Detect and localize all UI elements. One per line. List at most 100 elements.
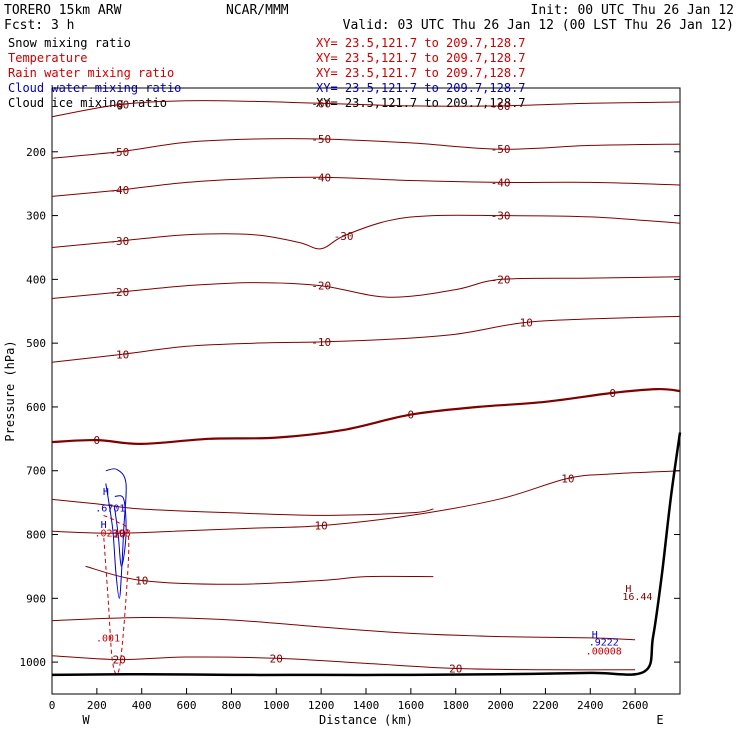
chart-annotation: H	[101, 520, 107, 531]
header-org: NCAR/MMM	[226, 3, 289, 18]
x-tick-label: 2200	[532, 699, 559, 712]
isotherm-line	[51, 214, 681, 250]
cloud-rain-contours	[103, 468, 130, 675]
isotherm-line	[51, 138, 681, 159]
isotherm-label: -40	[311, 171, 331, 184]
isotherm-label: 20	[449, 662, 462, 675]
terrain-line	[51, 432, 682, 677]
extra-isotherms: 10	[51, 498, 636, 641]
y-axis-label: Pressure (hPa)	[3, 340, 17, 441]
isotherm-line	[51, 176, 681, 197]
y-tick-label: 600	[26, 401, 46, 414]
isotherm-label: -60	[311, 97, 331, 110]
x-tick-label: 2000	[487, 699, 514, 712]
y-tick-label: 500	[26, 337, 46, 350]
x-axis-ticks: 0 200 400 600 800 1000 1200 1400 1600 1800 2000 220…	[49, 688, 649, 712]
isotherm-line	[51, 655, 636, 671]
x-tick-label: 600	[177, 699, 197, 712]
chart-annotation: .02398	[94, 528, 130, 539]
isotherm-label: -30	[491, 210, 511, 223]
y-tick-label: 300	[26, 210, 46, 223]
x-tick-label: 1000	[263, 699, 290, 712]
isotherm-line	[51, 100, 681, 118]
y-tick-label: 900	[26, 592, 46, 605]
isotherm-label: 10	[315, 520, 328, 533]
isotherm-label: 10	[561, 472, 574, 485]
chart-annotation: H	[103, 487, 109, 498]
header-valid: Valid: 03 UTC Thu 26 Jan 12 (00 LST Thu …	[343, 18, 734, 33]
chart-annotation: .6701	[95, 504, 125, 515]
x-tick-label: 2400	[577, 699, 604, 712]
isotherm-label: -20	[491, 273, 511, 286]
x-tick-label: 1400	[353, 699, 380, 712]
chart-annotation: .00008	[586, 646, 622, 657]
chart-annotation: H	[625, 584, 631, 595]
isotherm-label: -40	[491, 176, 511, 189]
isotherm-label: -10	[109, 349, 129, 362]
isotherm-label: -50	[109, 146, 129, 159]
isotherm-line	[51, 470, 681, 534]
y-tick-label: 200	[26, 146, 46, 159]
chart-annotation: .9222	[589, 638, 619, 649]
isotherm-label: 20	[270, 652, 283, 665]
isotherm-line	[51, 616, 636, 641]
isotherm-label: -50	[311, 133, 331, 146]
isotherm-line	[51, 387, 681, 446]
isotherm-label: 0	[94, 434, 101, 447]
y-tick-label: 800	[26, 529, 46, 542]
isotherm-line	[85, 565, 434, 585]
x-tick-label: 1800	[442, 699, 469, 712]
x-tick-label: 1200	[308, 699, 335, 712]
temperature-contours: -60 -60 -60 -50 -50 -50 -40 -40 -40 -30 -30 -30 -20 -…	[51, 97, 681, 675]
isotherm-label: 20	[113, 654, 126, 667]
x-axis-left-end: W	[82, 713, 90, 727]
header-model: TORERO 15km ARW	[4, 3, 122, 18]
chart-annotation: 16.44	[622, 592, 652, 603]
cloud-water-contour	[114, 495, 127, 567]
rain-water-contour	[103, 514, 130, 675]
field-xy: XY= 23.5,121.7 to 209.7,128.7	[316, 36, 526, 50]
y-tick-label: 700	[26, 465, 46, 478]
field-name: Snow mixing ratio	[8, 36, 131, 50]
field-name: Temperature	[8, 51, 87, 65]
isotherm-label: -10	[513, 317, 533, 330]
chart-annotation: .001	[96, 634, 120, 645]
field-legend: Snow mixing ratio XY= 23.5,121.7 to 209.…	[8, 36, 526, 110]
isotherm-label: -60	[491, 100, 511, 113]
x-tick-label: 200	[87, 699, 107, 712]
isotherm-label: -60	[109, 99, 129, 112]
field-name: Cloud ice mixing ratio	[8, 96, 167, 110]
isotherm-label: -20	[311, 280, 331, 293]
isotherm-label: -40	[109, 184, 129, 197]
isotherm-label: 0	[609, 387, 616, 400]
y-tick-label: 1000	[20, 656, 47, 669]
isotherm-label: 10	[113, 527, 126, 540]
isotherm-line	[51, 315, 681, 363]
isotherm-line	[51, 276, 681, 299]
x-tick-label: 1600	[398, 699, 425, 712]
isotherm-label: -10	[311, 336, 331, 349]
isotherm-label: -30	[334, 230, 354, 243]
field-xy: XY= 23.5,121.7 to 209.7,128.7	[316, 51, 526, 65]
isotherm-line	[51, 498, 434, 516]
terrain-profile	[51, 432, 682, 677]
x-axis-right-end: E	[656, 713, 663, 727]
chart-annotation: H	[592, 630, 598, 641]
field-name: Rain water mixing ratio	[8, 66, 174, 80]
isotherm-label: 0	[408, 409, 415, 422]
y-tick-label: 400	[26, 273, 46, 286]
header-forecast: Fcst: 3 h	[4, 18, 74, 33]
x-tick-label: 400	[132, 699, 152, 712]
isotherm-label: 10	[135, 574, 148, 587]
field-xy: XY= 23.5,121.7 to 209.7,128.7	[316, 66, 526, 80]
x-tick-label: 800	[221, 699, 241, 712]
isotherm-label: -30	[109, 235, 129, 248]
x-tick-label: 2600	[622, 699, 649, 712]
cloud-water-contour	[105, 468, 127, 599]
isotherm-label: -20	[109, 286, 129, 299]
header-init: Init: 00 UTC Thu 26 Jan 12	[531, 3, 735, 18]
x-tick-label: 0	[49, 699, 56, 712]
